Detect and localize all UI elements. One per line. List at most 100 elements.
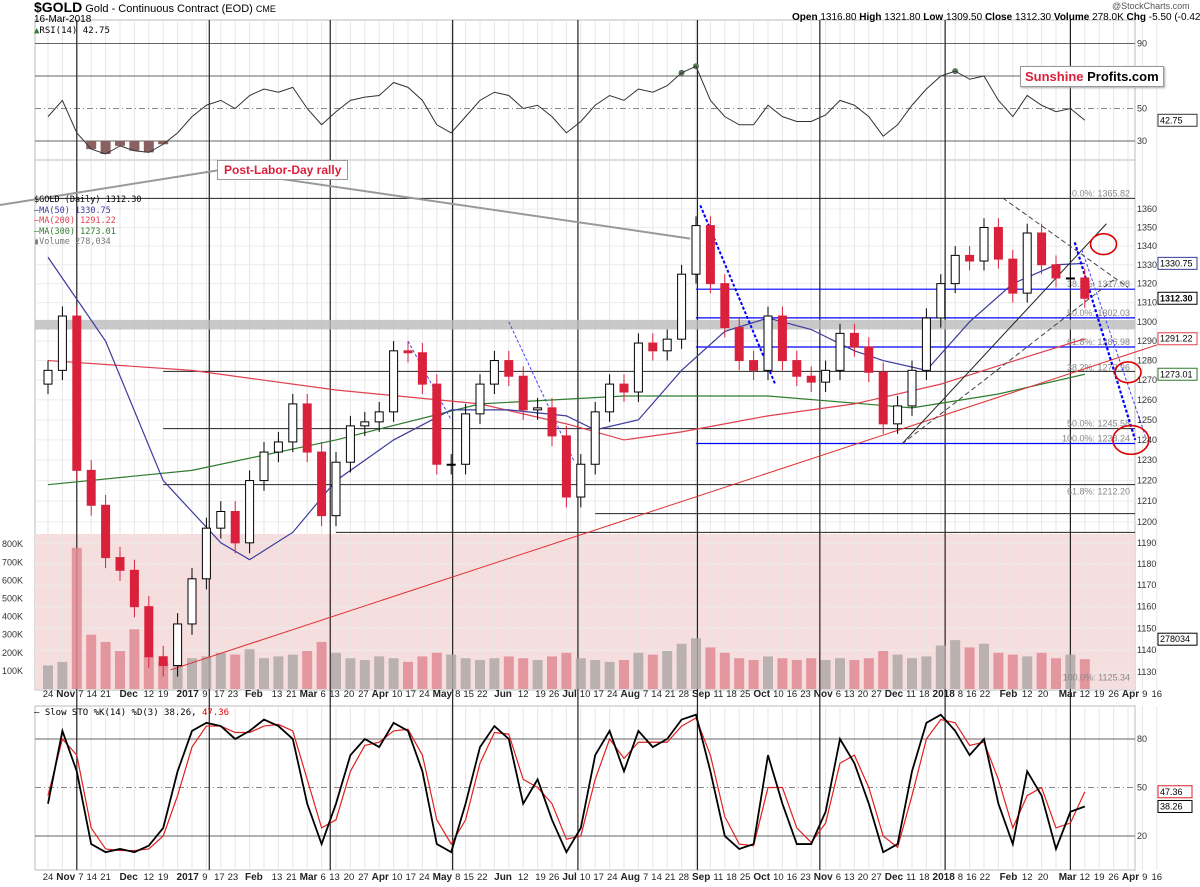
symbol: $GOLD <box>34 0 83 15</box>
candle-body <box>576 463 586 498</box>
date-axis-label: Apr <box>1122 689 1139 700</box>
date-axis-label-bottom: 12 <box>1022 872 1033 883</box>
volume-bar <box>604 661 615 689</box>
volume-bar <box>331 652 341 689</box>
volume-bar <box>489 658 500 689</box>
candle-body <box>1065 277 1075 280</box>
volume-bar <box>345 658 356 689</box>
date-axis-label-bottom: 12 <box>1080 872 1091 883</box>
date-axis-label: 23 <box>800 689 811 700</box>
date-axis-label: 22 <box>980 689 991 700</box>
volume-bar <box>71 547 82 689</box>
volume-bar <box>1036 652 1047 689</box>
date-axis-label: 13 <box>329 689 340 700</box>
date-axis-label: 19 <box>1094 689 1105 700</box>
price-axis-tick: 1140 <box>1137 645 1156 655</box>
volume-bar <box>806 658 817 689</box>
high-value: 1321.80 <box>884 12 921 23</box>
volume-bar <box>244 649 255 689</box>
date-axis-label-bottom: 12 <box>144 872 155 883</box>
sunshine-profits-logo: Sunshine Profits.com <box>1020 66 1164 87</box>
date-axis-label-bottom: 19 <box>1094 872 1105 883</box>
volume-bar <box>115 650 125 689</box>
date-axis-label-bottom: 24 <box>419 872 430 883</box>
falling-trendline-dashed <box>1002 197 1129 288</box>
fibonacci-label: 61.8%: 1212.20 <box>1067 487 1130 497</box>
ma50-line <box>47 256 1085 561</box>
volume-bar <box>359 660 370 689</box>
candle-body <box>115 557 125 571</box>
date-axis-label-bottom: Jun <box>494 872 512 883</box>
candle-body <box>691 225 701 275</box>
date-axis-label-bottom: Dec <box>119 872 138 883</box>
volume-bar <box>273 656 284 689</box>
date-axis-label-bottom: 28 <box>678 872 689 883</box>
candle-body <box>720 283 730 329</box>
date-axis-label-bottom: 15 <box>463 872 474 883</box>
price-axis-tick: 1340 <box>1137 241 1157 251</box>
volume-bar <box>907 658 917 689</box>
candle-body <box>331 461 341 517</box>
volume-tag: 278034 <box>1160 634 1190 644</box>
candle-body <box>1022 232 1032 294</box>
date-axis-label-bottom: 6 <box>320 872 325 883</box>
volume-bar <box>921 656 932 689</box>
date-axis-label-bottom: 17 <box>214 872 225 883</box>
rsi-line <box>47 65 1086 155</box>
date-axis-label: 18 <box>726 689 737 700</box>
rsi-oversold-fill <box>129 141 140 151</box>
candle-body <box>230 511 240 544</box>
resistance-band <box>35 319 1135 330</box>
date-axis-label: 21 <box>286 689 297 700</box>
volume-bar <box>863 658 874 689</box>
candle-body <box>360 421 370 427</box>
fibonacci-label: 50.0%: 1302.03 <box>1067 308 1130 318</box>
date-axis-label-bottom: May <box>433 872 453 883</box>
date-axis-label: 6 <box>320 689 325 700</box>
chart-header-title: $GOLD Gold - Continuous Contract (EOD) C… <box>34 0 276 17</box>
date-axis-label: 12 <box>518 689 529 700</box>
date-axis-label-bottom: Apr <box>1122 872 1139 883</box>
date-axis-label: 19 <box>158 689 169 700</box>
volume-bar <box>1007 654 1018 689</box>
date-axis-label: 26 <box>1108 689 1119 700</box>
price-axis-tick: 1320 <box>1137 279 1157 289</box>
date-axis-label: 11 <box>713 689 723 700</box>
date-axis-label-bottom: 20 <box>858 872 869 883</box>
fibonacci-label: 100.0%: 1125.34 <box>1063 672 1130 682</box>
fibonacci-label: 100.0%: 1238.24 <box>1062 433 1130 443</box>
date-axis-label: 14 <box>86 689 97 700</box>
candle-body <box>561 435 571 498</box>
ma50-tag: 1330.75 <box>1160 258 1193 268</box>
date-axis-label: 7 <box>78 689 83 700</box>
candle-body <box>403 350 413 354</box>
volume-bar <box>979 643 989 689</box>
candle-body <box>921 317 931 371</box>
date-axis-label: Dec <box>885 689 904 700</box>
rsi-axis-tick: 30 <box>1137 136 1147 146</box>
date-axis-label: 27 <box>358 689 369 700</box>
rsi-axis-tick: 90 <box>1137 39 1147 49</box>
change-label: Chg <box>1126 12 1146 23</box>
decline-projection-line <box>1081 249 1146 437</box>
date-axis-label-bottom: 12 <box>518 872 529 883</box>
candle-body <box>201 527 211 580</box>
volume-bar <box>302 650 313 689</box>
rsi-oversold-fill <box>143 141 154 153</box>
volume-bar <box>475 660 485 689</box>
date-axis-label: 17 <box>214 689 225 700</box>
volume-bar <box>1079 659 1090 689</box>
volume-bar <box>86 634 97 689</box>
date-axis-label: Aug <box>621 689 640 700</box>
date-axis-label: 16 <box>787 689 798 700</box>
fibonacci-label: 50.0%: 1245.58 <box>1067 419 1130 429</box>
candle-body <box>749 360 759 371</box>
volume-bar <box>647 654 658 689</box>
candle-body <box>245 480 255 544</box>
sto-axis-tick: 50 <box>1137 782 1147 792</box>
volume-bar <box>172 665 183 689</box>
volume-bar <box>878 650 889 689</box>
rsi-value: 42.75 <box>82 26 110 36</box>
volume-axis-tick: 700K <box>2 557 23 567</box>
rsi-name: RSI(14) <box>39 26 78 36</box>
